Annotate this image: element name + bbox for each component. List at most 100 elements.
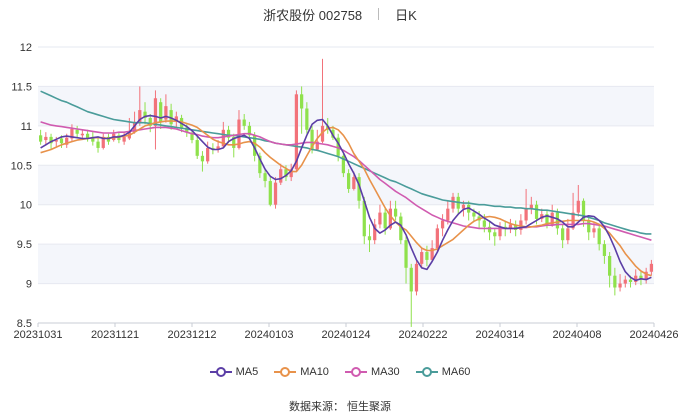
- y-axis: 12 11.5 11 10.5 10 9.5 9 8.5: [11, 42, 32, 330]
- candle-body: [597, 228, 601, 245]
- candle-body: [388, 208, 392, 229]
- candle-body: [425, 252, 429, 260]
- candle-body: [581, 200, 586, 221]
- candle: [435, 224, 439, 253]
- candle: [320, 58, 325, 144]
- y-tick-label: 9.5: [17, 239, 32, 251]
- candle-body: [315, 141, 319, 150]
- candle: [608, 252, 612, 288]
- candle-body: [608, 255, 612, 276]
- candle-body: [49, 136, 53, 144]
- x-tick-label: 20231031: [14, 329, 63, 341]
- candle: [425, 245, 429, 267]
- candle: [101, 133, 105, 150]
- candle-body: [174, 116, 178, 122]
- legend-item-ma10[interactable]: MA10: [274, 366, 329, 378]
- candle: [367, 224, 372, 253]
- candle-body: [618, 283, 622, 288]
- candle-body: [336, 137, 340, 156]
- legend-marker-icon: [209, 367, 232, 377]
- candle: [378, 204, 382, 229]
- candle-body: [508, 224, 513, 229]
- title-separator: [378, 8, 380, 20]
- ma-line-ma60: [40, 90, 652, 235]
- candle-body: [85, 133, 90, 139]
- candle: [566, 218, 570, 245]
- candle-body: [352, 177, 356, 189]
- period-label: 日K: [395, 7, 417, 23]
- x-tick-label: 20240103: [245, 329, 294, 341]
- candle: [613, 267, 617, 296]
- candle-body: [226, 129, 231, 138]
- candle-body: [634, 275, 638, 282]
- candle: [85, 129, 90, 142]
- x-tick-label: 20240408: [553, 329, 602, 341]
- candle-body: [550, 212, 554, 225]
- candle-body: [305, 108, 309, 130]
- candle: [644, 267, 648, 284]
- y-tick-label: 8.5: [17, 318, 32, 330]
- candle-body: [268, 181, 272, 205]
- y-tick-label: 10.5: [11, 160, 32, 172]
- x-tick-label: 20240426: [630, 329, 679, 341]
- candle-body: [534, 204, 539, 219]
- candle: [294, 90, 299, 172]
- candle-body: [362, 200, 366, 237]
- candle-body: [122, 136, 126, 142]
- candle-body: [148, 117, 152, 126]
- candle-body: [143, 111, 147, 118]
- candle: [263, 169, 267, 188]
- candle-body: [346, 173, 351, 189]
- candle: [440, 214, 445, 237]
- candles: [38, 58, 654, 327]
- stock-name-code: 浙农股份 002758: [263, 7, 363, 23]
- grid-band: [38, 165, 654, 205]
- candle-body: [367, 236, 372, 241]
- candle: [206, 141, 210, 164]
- candle-body: [430, 248, 434, 260]
- candle-body: [38, 135, 43, 142]
- candle: [362, 196, 366, 245]
- candle-body: [482, 220, 486, 227]
- candle: [576, 185, 580, 217]
- x-tick-label: 20240124: [322, 329, 371, 341]
- candle-body: [420, 252, 424, 264]
- candle-body: [357, 177, 361, 201]
- candle-body: [216, 146, 220, 150]
- candle-body: [263, 173, 267, 182]
- candle: [122, 132, 126, 145]
- y-tick-label: 10: [20, 200, 32, 212]
- candle-body: [221, 129, 225, 147]
- candle: [649, 259, 654, 276]
- candle: [508, 218, 513, 234]
- candle-body: [514, 224, 518, 230]
- candle-body: [300, 94, 304, 109]
- y-tick-label: 9: [26, 279, 32, 291]
- candle-body: [545, 214, 549, 225]
- ma-line-ma10: [40, 120, 652, 277]
- x-tick-label: 20240222: [399, 329, 448, 341]
- candle: [399, 212, 403, 245]
- candle-body: [435, 228, 439, 249]
- legend-item-ma30[interactable]: MA30: [344, 366, 400, 378]
- candle-body: [80, 133, 84, 136]
- candle-body: [232, 136, 236, 148]
- candle: [143, 102, 147, 125]
- candle-body: [138, 110, 142, 123]
- legend-marker-icon: [274, 367, 297, 377]
- candle: [75, 125, 79, 139]
- candle-body: [378, 212, 382, 225]
- y-tick-label: 11: [21, 121, 32, 133]
- legend-item-ma60[interactable]: MA60: [415, 366, 470, 378]
- candle-body: [54, 140, 58, 142]
- legend-item-ma5[interactable]: MA5: [209, 366, 258, 378]
- candle-body: [284, 169, 288, 178]
- candle-body: [273, 182, 278, 205]
- candle: [341, 152, 346, 178]
- candle: [38, 129, 43, 145]
- candle-body: [524, 208, 528, 221]
- candle-body: [529, 204, 533, 209]
- candle: [404, 236, 408, 284]
- candle-body: [195, 140, 199, 156]
